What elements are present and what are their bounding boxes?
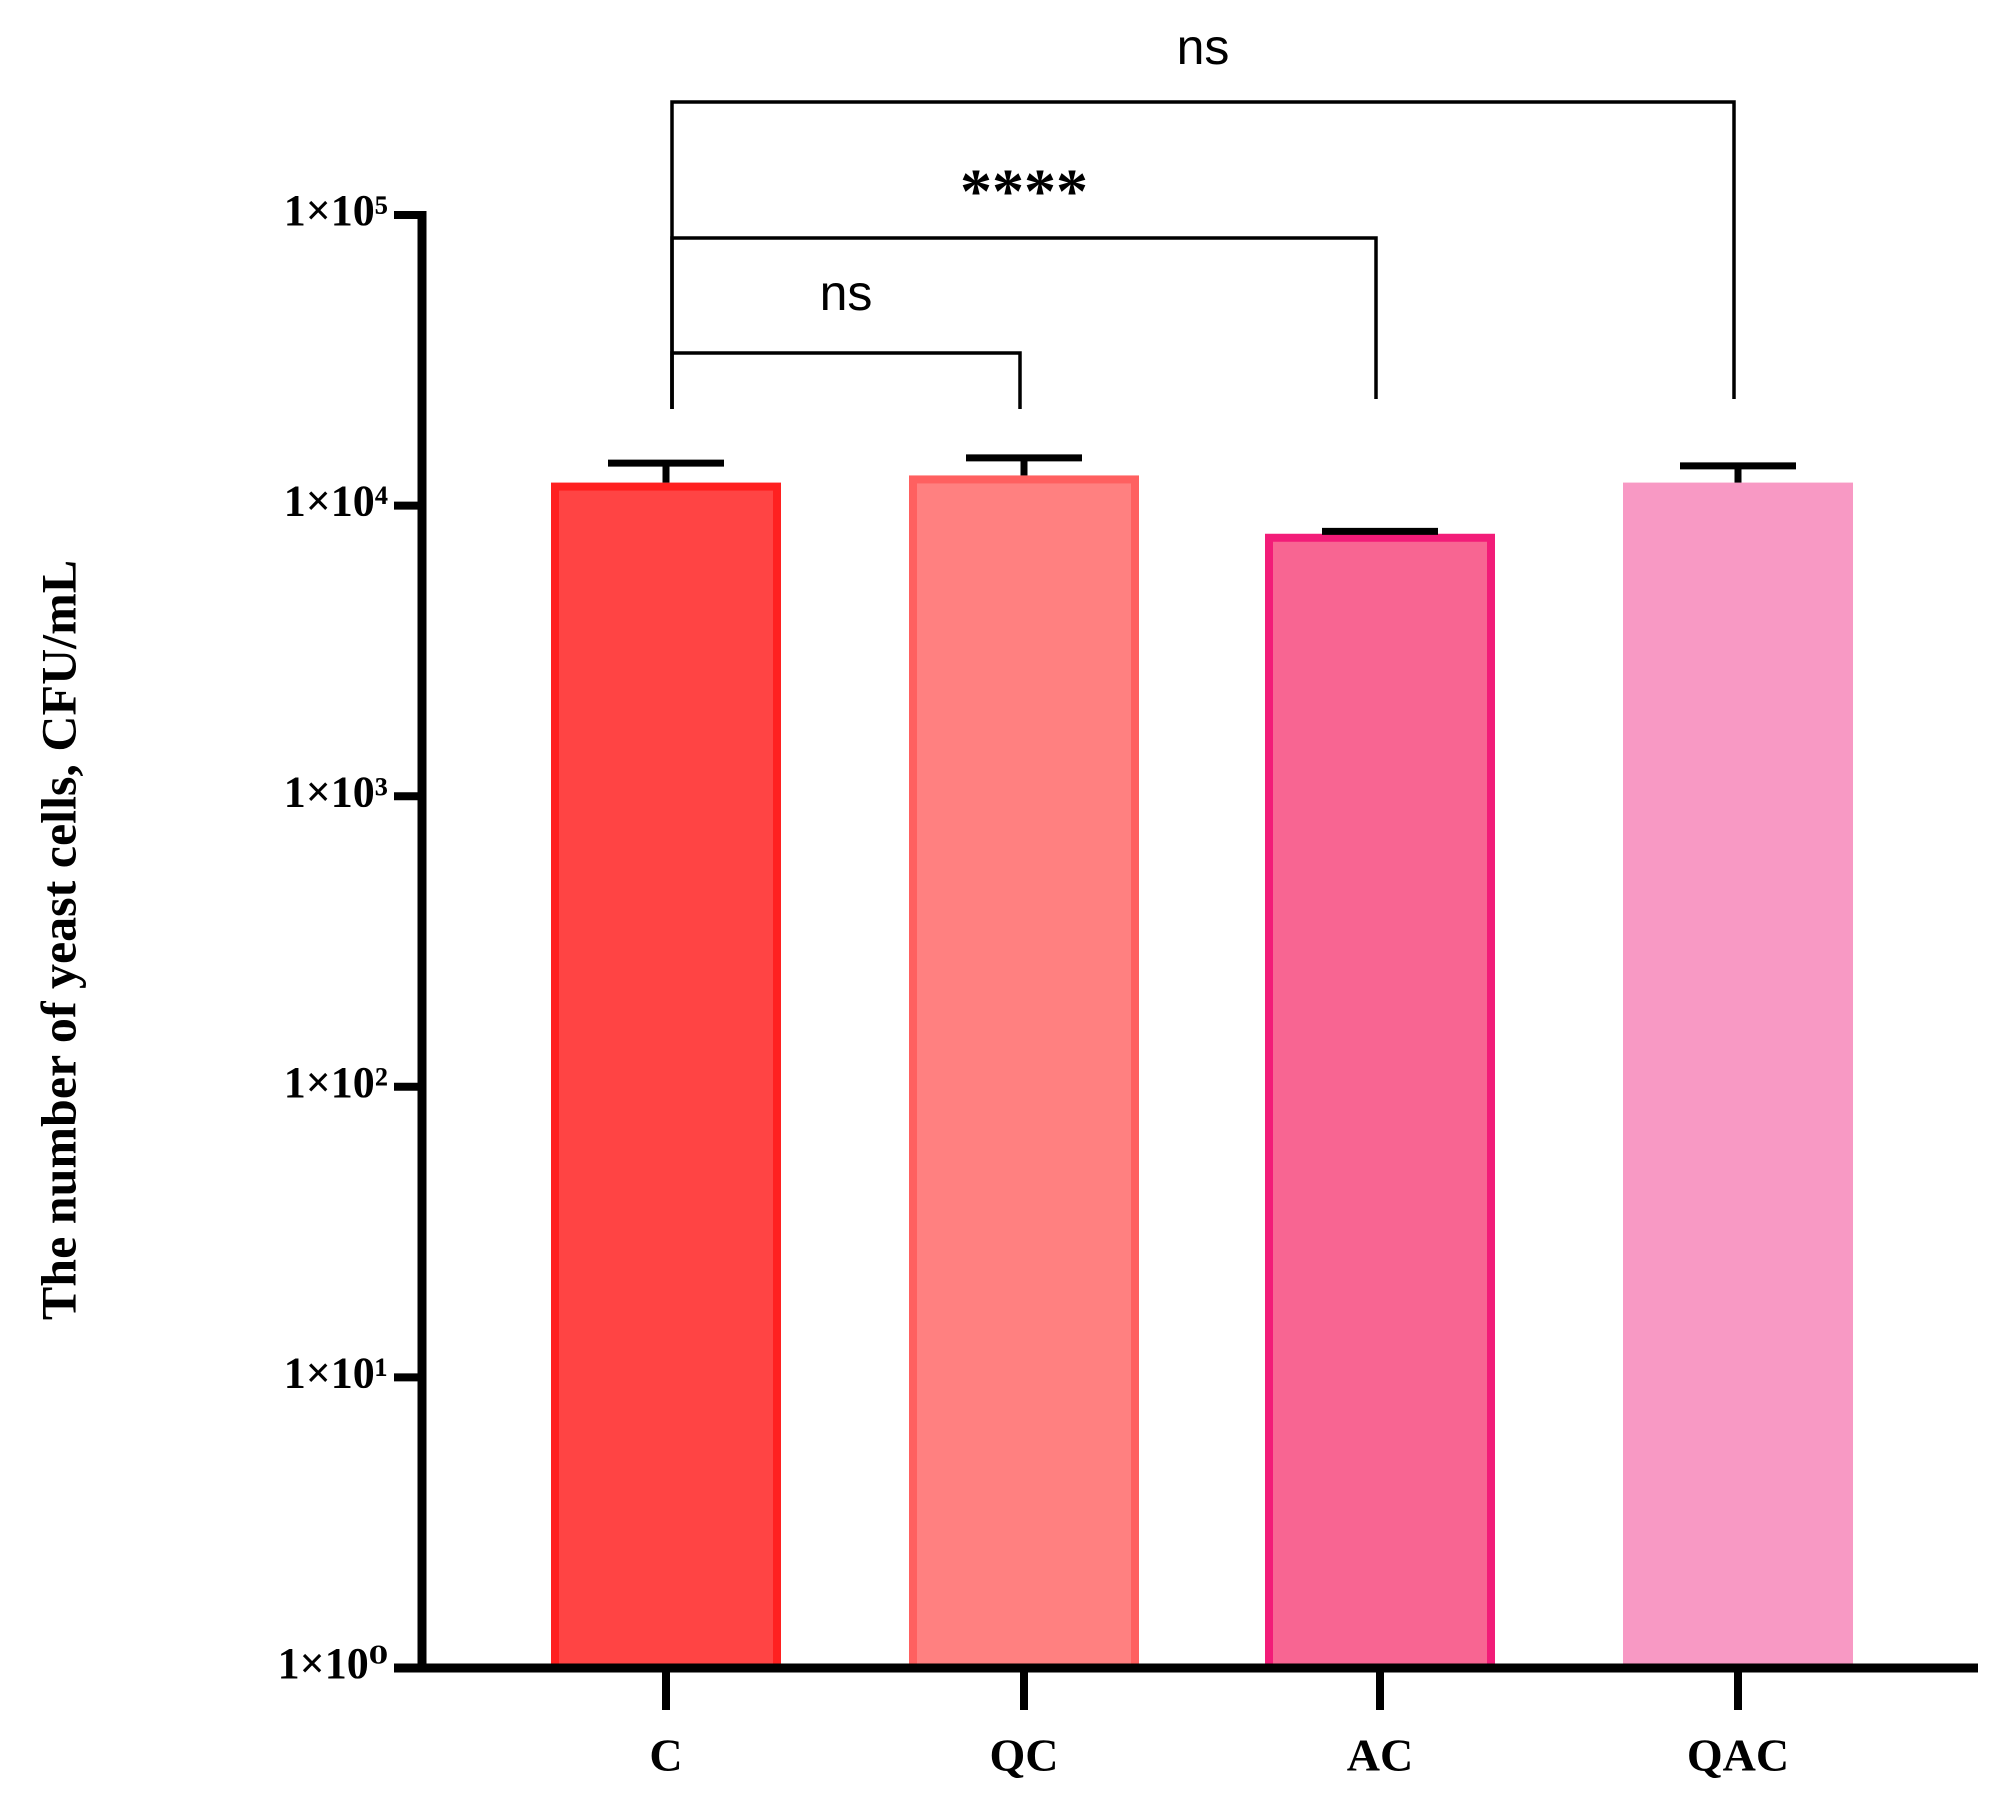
- bar: [1623, 482, 1853, 1672]
- x-tick-label: QAC: [1687, 1730, 1789, 1781]
- significance-label: ns: [1177, 19, 1230, 75]
- significance-bracket: [670, 236, 1378, 409]
- significance-bracket: [670, 100, 1736, 409]
- bar: [909, 475, 1139, 1672]
- significance-label: ****: [960, 156, 1088, 227]
- significance-label: ns: [820, 265, 873, 321]
- y-tick-label: 1×10⁰: [278, 1639, 388, 1688]
- y-tick-label: 1×10¹: [284, 1348, 388, 1397]
- x-tick-label: C: [649, 1730, 682, 1781]
- y-tick-label: 1×10⁵: [284, 186, 388, 235]
- significance-bracket: [670, 351, 1022, 409]
- y-tick-label: 1×10⁴: [284, 477, 388, 526]
- y-tick-label: 1×10²: [284, 1058, 388, 1107]
- bar: [551, 482, 781, 1672]
- y-axis-label: The number of yeast cells, CFU/mL: [30, 560, 86, 1320]
- x-tick-label: QC: [990, 1730, 1059, 1781]
- x-tick-label: AC: [1347, 1730, 1413, 1781]
- bar: [1265, 533, 1495, 1672]
- y-tick-label: 1×10³: [284, 767, 388, 816]
